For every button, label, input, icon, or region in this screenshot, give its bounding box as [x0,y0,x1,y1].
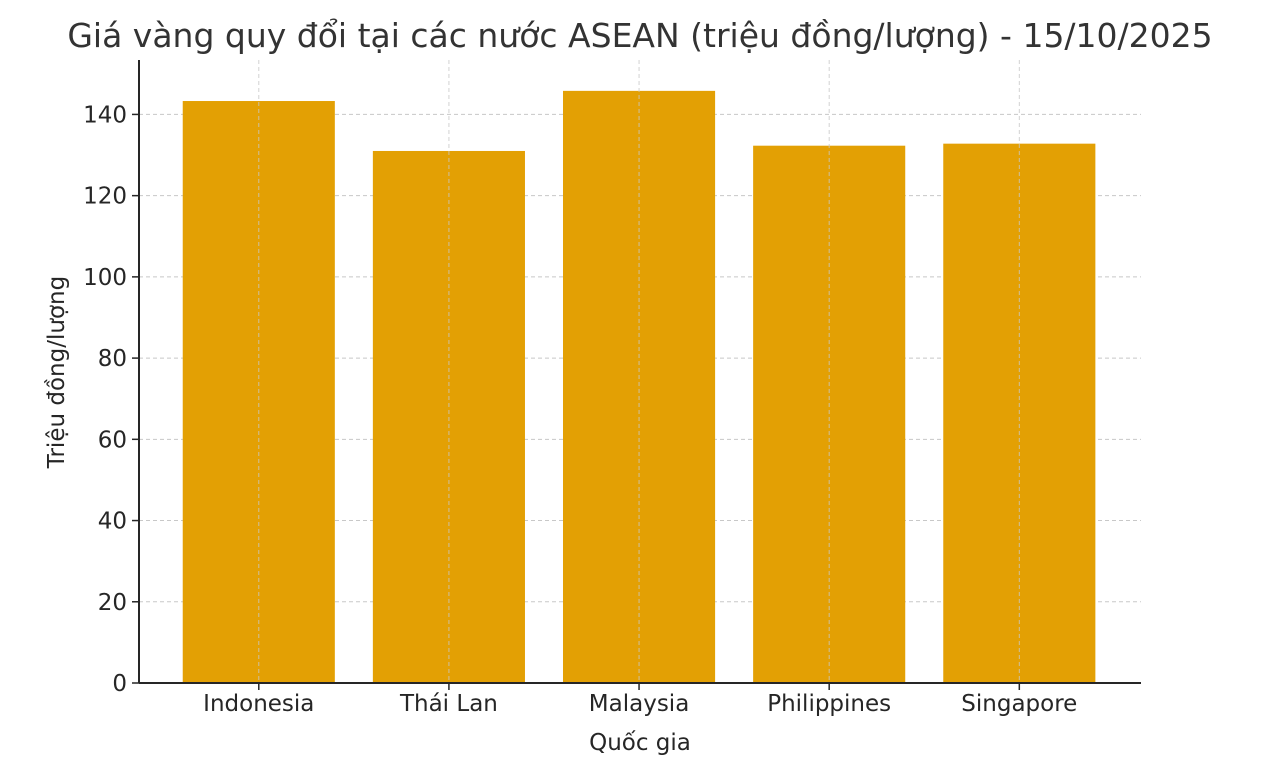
y-axis-label: Triệu đồng/lượng [44,276,70,469]
y-tick-label: 140 [83,102,127,128]
x-tick-label: Malaysia [589,691,690,717]
x-tick-label: Thái Lan [399,691,498,717]
y-tick-label: 80 [98,346,127,372]
axes: 0 20 40 60 80 100 120 140 Indonesia Thái Lan Malay… [83,60,1141,717]
y-tick-label: 20 [98,590,127,616]
y-tick-label: 60 [98,427,127,453]
x-tick-label: Singapore [961,691,1077,717]
x-tick-label: Indonesia [203,691,314,717]
y-tick-label: 40 [98,509,127,535]
x-tick-label: Philippines [767,691,891,717]
y-tick-label: 100 [83,265,127,291]
bars [182,60,1096,683]
y-tick-label: 120 [83,184,127,210]
x-axis-label: Quốc gia [589,730,691,756]
chart-title: Giá vàng quy đổi tại các nước ASEAN (tri… [67,16,1212,55]
y-tick-label: 0 [112,671,127,697]
